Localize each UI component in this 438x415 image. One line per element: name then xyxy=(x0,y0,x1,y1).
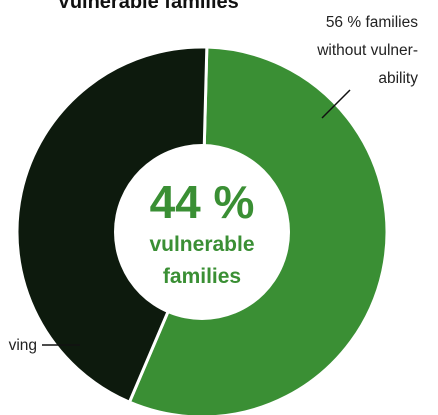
donut-hole xyxy=(114,144,290,320)
center-label: 44 % vulnerable families xyxy=(149,176,254,288)
chart-title: Vulnerable families xyxy=(57,0,239,13)
callout-0-line-0: 56 % families xyxy=(326,14,418,31)
callout-1: ving xyxy=(9,337,80,354)
callout-1-line-0: ving xyxy=(9,337,37,354)
center-label-line2: families xyxy=(163,265,241,288)
title: Vulnerable families xyxy=(57,0,239,13)
center-value: 44 % xyxy=(150,176,255,228)
callout-0-line-1: without vulner- xyxy=(316,42,418,59)
slice-1 xyxy=(15,45,209,404)
center-label-line1: vulnerable xyxy=(149,233,254,256)
callout-0: 56 % families without vulner- ability xyxy=(316,14,418,119)
callout-0-leader xyxy=(321,89,351,119)
callout-0-line-2: ability xyxy=(378,70,418,87)
